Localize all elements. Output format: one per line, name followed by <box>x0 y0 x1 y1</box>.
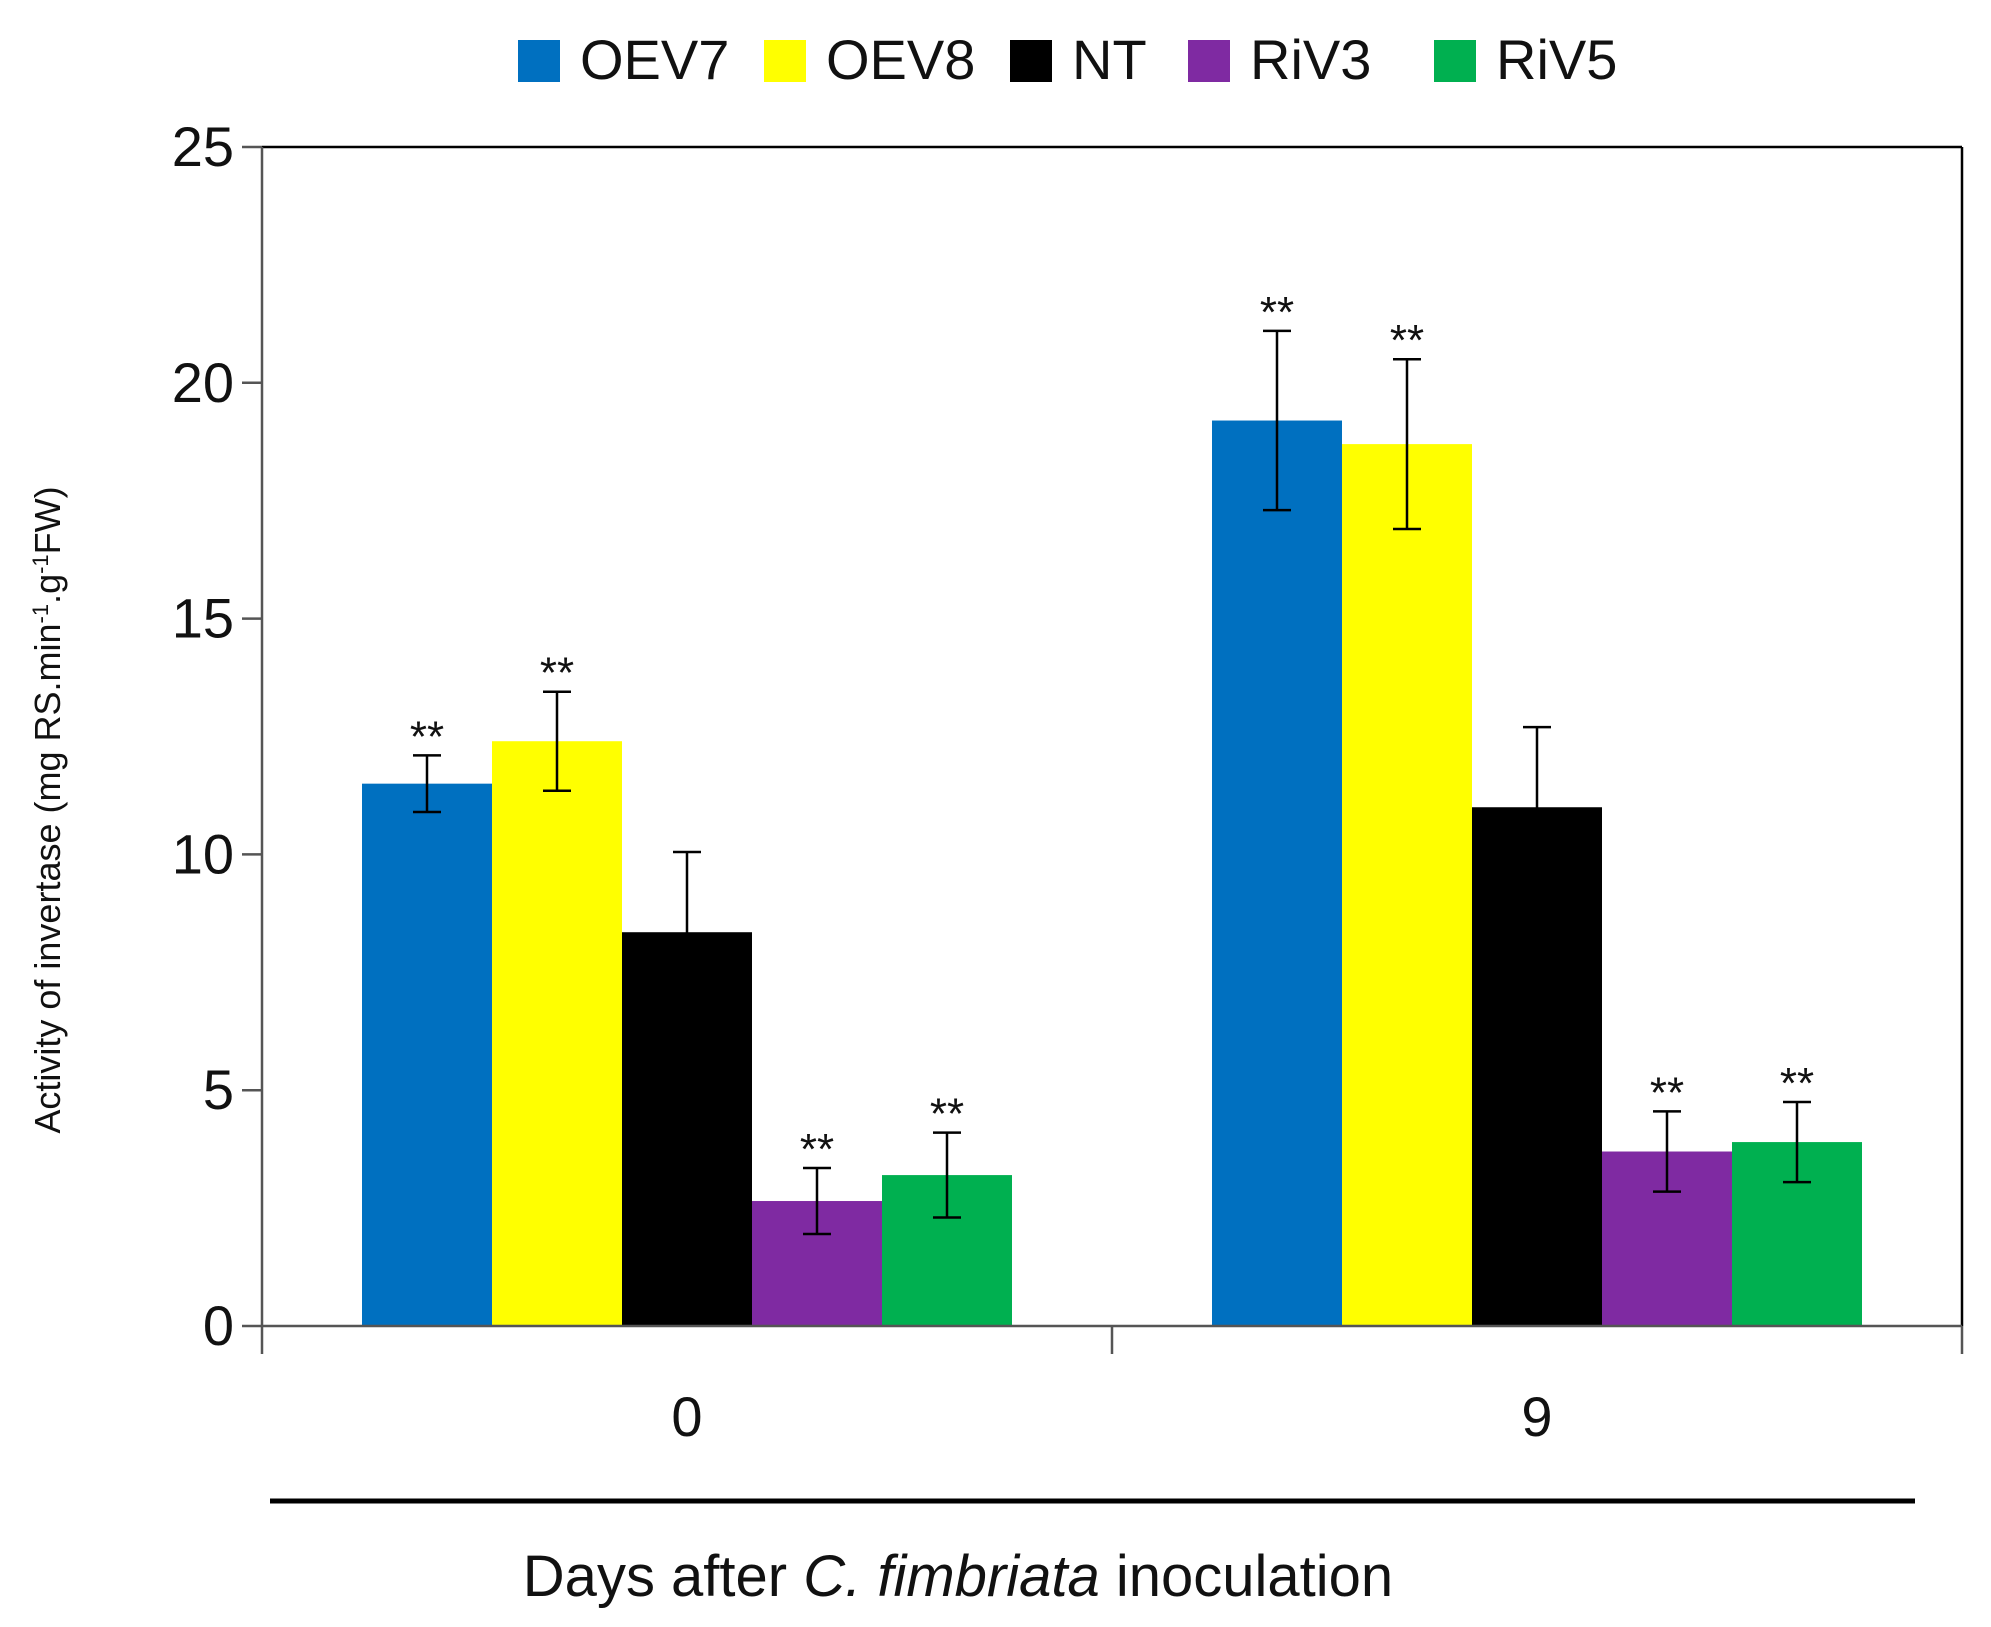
x-axis-title-part: inoculation <box>1100 1544 1393 1609</box>
bar-oev8-day-9 <box>1342 444 1472 1326</box>
y-axis-title-sup: -1 <box>28 604 53 624</box>
y-axis-title-part: FW) <box>27 486 68 554</box>
plot-area: ** ** ** ** ** ** ** ** <box>262 145 1964 1326</box>
legend-label-riv5: RiV5 <box>1496 28 1617 91</box>
significance-marker: ** <box>1780 1059 1814 1108</box>
legend-swatch-oev8 <box>764 40 806 82</box>
bar-oev7-day-0 <box>362 783 492 1326</box>
y-tick-label: 5 <box>203 1058 234 1121</box>
x-axis-title-part: Days after <box>523 1544 803 1609</box>
legend-label-nt: NT <box>1072 28 1147 91</box>
significance-marker: ** <box>540 649 574 698</box>
y-axis-title-sup: -1 <box>28 554 53 574</box>
legend-label-oev7: OEV7 <box>580 28 729 91</box>
legend-label-oev8: OEV8 <box>826 28 975 91</box>
significance-marker: ** <box>410 712 444 761</box>
y-tick-label: 10 <box>172 822 234 885</box>
x-axis-title-species: C. fimbriata <box>803 1544 1100 1609</box>
bar-oev8-day-0 <box>492 741 622 1326</box>
bar-oev7-day-9 <box>1212 420 1342 1326</box>
legend-swatch-riv3 <box>1188 40 1230 82</box>
y-tick-label: 15 <box>172 587 234 650</box>
y-tick-label: 0 <box>203 1294 234 1357</box>
y-tick-label: 20 <box>172 351 234 414</box>
y-tick-label: 25 <box>172 115 234 178</box>
significance-marker: ** <box>930 1090 964 1139</box>
x-axis-title: Days after C. fimbriata inoculation <box>523 1544 1393 1609</box>
significance-marker: ** <box>1650 1068 1684 1117</box>
y-axis-title-part: Activity of invertase (mg RS.min <box>27 623 68 1133</box>
significance-marker: ** <box>1390 316 1424 365</box>
x-tick-label: 0 <box>671 1385 702 1448</box>
legend: OEV7 OEV8 NT RiV3 RiV5 <box>518 28 1617 91</box>
significance-marker: ** <box>1260 288 1294 337</box>
y-axis: 0 5 10 15 20 25 <box>172 115 264 1357</box>
legend-swatch-riv5 <box>1434 40 1476 82</box>
legend-swatch-nt <box>1010 40 1052 82</box>
significance-marker: ** <box>800 1125 834 1174</box>
legend-label-riv3: RiV3 <box>1250 28 1371 91</box>
bar-nt-day-9 <box>1472 807 1602 1326</box>
y-axis-title-part: .g <box>27 574 68 604</box>
y-axis-title: Activity of invertase (mg RS.min-1.g-1FW… <box>27 486 68 1133</box>
x-tick-label: 9 <box>1521 1385 1552 1448</box>
legend-swatch-oev7 <box>518 40 560 82</box>
